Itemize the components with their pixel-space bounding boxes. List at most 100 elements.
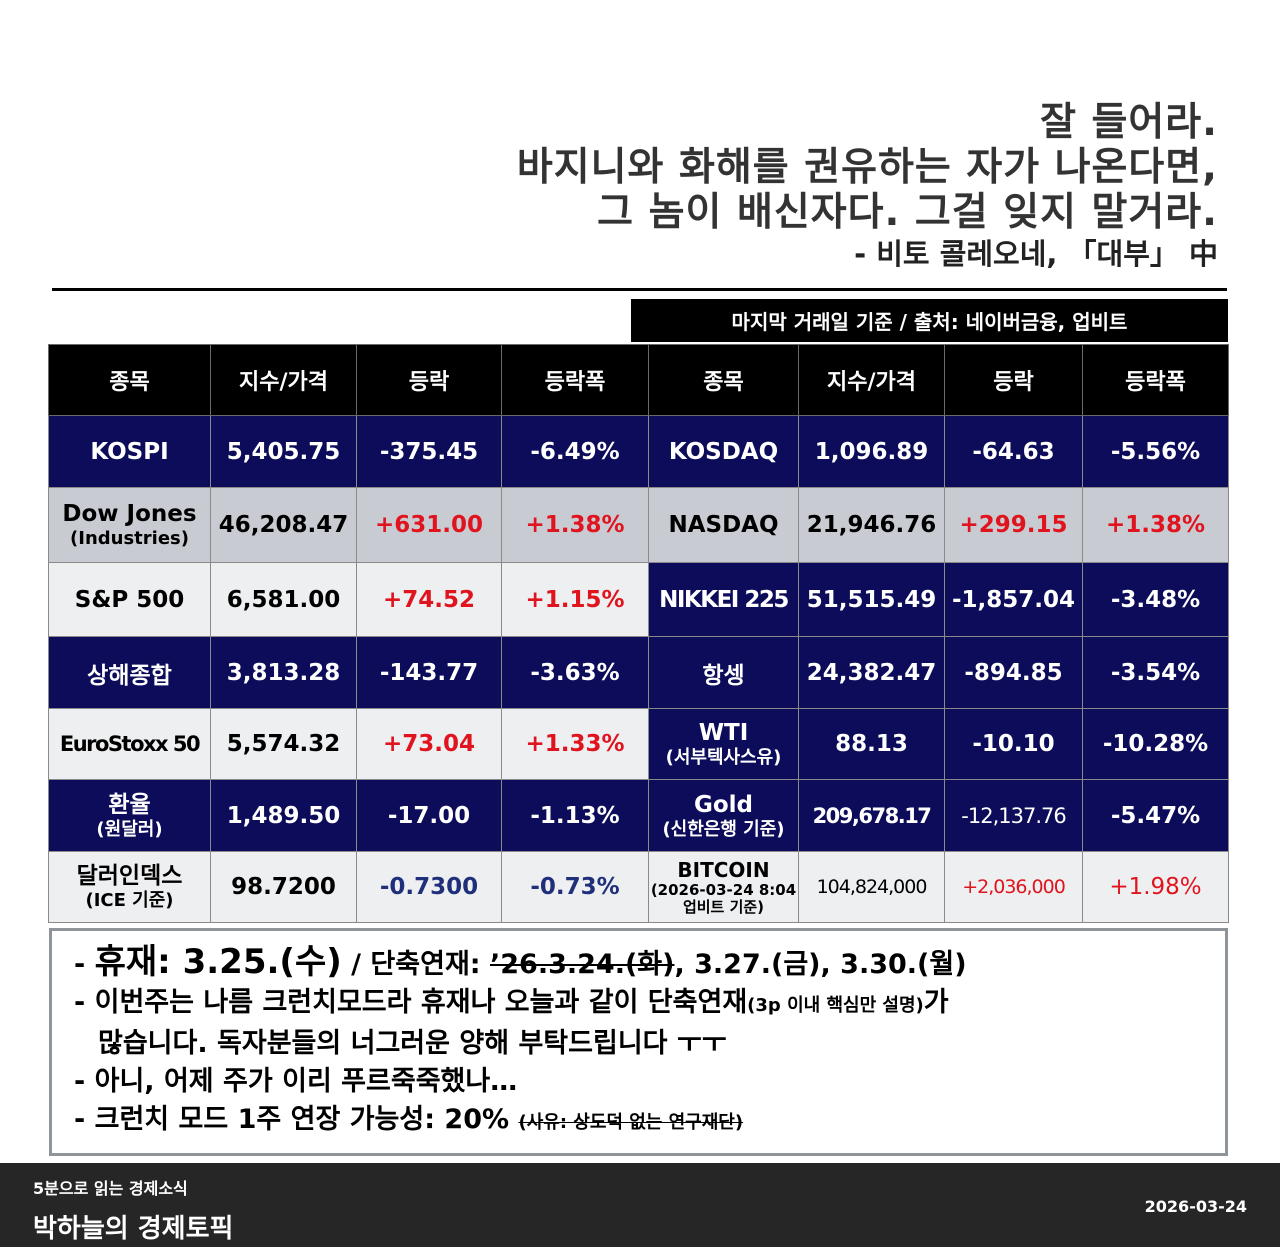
notice-text: 가 [923, 987, 949, 1018]
notice-strike: (사유: 상도덕 없는 연구재단) [518, 1112, 744, 1133]
index-pct: -0.73% [501, 851, 649, 923]
table-header-row: 종목 지수/가격 등락 등락폭 종목 지수/가격 등락 등락폭 [48, 344, 1229, 416]
index-pct: -3.54% [1082, 636, 1229, 709]
header-cell: 종목 [648, 344, 799, 416]
notice-text: - 크런치 모드 1주 연장 가능성: 20% [74, 1104, 519, 1135]
index-change: -10.10 [944, 708, 1083, 780]
index-change: -0.7300 [356, 851, 502, 923]
header-cell: 등락 [944, 344, 1083, 416]
index-change: -143.77 [356, 636, 502, 709]
header-cell: 종목 [48, 344, 211, 416]
index-change: -894.85 [944, 636, 1083, 709]
index-name-cell: 달러인덱스 (ICE 기준) [48, 851, 211, 923]
index-pct: +1.33% [501, 708, 649, 780]
header-cell: 등락폭 [501, 344, 649, 416]
index-pct: -6.49% [501, 415, 649, 488]
header-cell: 등락 [356, 344, 502, 416]
index-name: 상해종합 [48, 636, 211, 709]
index-subname: (원달러) [96, 818, 163, 840]
index-price: 24,382.47 [798, 636, 945, 709]
notice-line: - 아니, 어제 주가 이리 푸르죽죽했나… [74, 1066, 518, 1097]
notice-strike: ’26.3.24.(화) [489, 949, 675, 980]
index-change: +299.15 [944, 487, 1083, 563]
index-price: 6,581.00 [210, 562, 357, 637]
index-price: 51,515.49 [798, 562, 945, 637]
index-change: -12,137.76 [944, 779, 1083, 852]
quote-attribution: - 비토 콜레오네, 「대부」 中 [854, 237, 1218, 271]
divider [52, 288, 1227, 291]
table-row: KOSPI 5,405.75 -375.45 -6.49% KOSDAQ 1,0… [48, 415, 1229, 488]
table-row: Dow Jones (Industries) 46,208.47 +631.00… [48, 487, 1229, 563]
index-subname: (ICE 기준) [85, 890, 174, 911]
index-pct: +1.38% [501, 487, 649, 563]
index-name: NASDAQ [648, 487, 799, 563]
index-price: 21,946.76 [798, 487, 945, 563]
notice-box: - 휴재: 3.25.(수) / 단축연재: ’26.3.24.(화), 3.2… [49, 928, 1228, 1156]
quote-block: 잘 들어라. 바지니와 화해를 권유하는 자가 나온다면, 그 놈이 배신자다.… [517, 100, 1218, 273]
index-change: -64.63 [944, 415, 1083, 488]
index-subname: (2026-03-24 8:04 [650, 881, 797, 899]
index-subname: (Industries) [70, 528, 189, 549]
index-pct: -1.13% [501, 779, 649, 852]
notice-text: - [74, 949, 95, 980]
index-name-cell: Gold (신한은행 기준) [648, 779, 799, 852]
table-row: S&P 500 6,581.00 +74.52 +1.15% NIKKEI 22… [48, 562, 1229, 637]
index-name: Dow Jones [62, 501, 197, 527]
header-cell: 지수/가격 [798, 344, 945, 416]
footer: 5분으로 읽는 경제소식 박하늘의 경제토픽 2026-03-24 [0, 1163, 1280, 1247]
index-subname: (신한은행 기준) [662, 818, 785, 840]
index-pct: -5.56% [1082, 415, 1229, 488]
index-name-cell: 환율 (원달러) [48, 779, 211, 852]
header-cell: 지수/가격 [210, 344, 357, 416]
notice-line: - 휴재: 3.25.(수) / 단축연재: ’26.3.24.(화), 3.2… [74, 943, 1225, 984]
table-row: 상해종합 3,813.28 -143.77 -3.63% 항셍 24,382.4… [48, 636, 1229, 709]
index-subname: (서부텍사스유) [665, 747, 782, 768]
index-price: 104,824,000 [798, 851, 945, 923]
index-pct: +1.98% [1082, 851, 1229, 923]
index-change: +73.04 [356, 708, 502, 780]
index-name: KOSPI [48, 415, 211, 488]
market-table: 종목 지수/가격 등락 등락폭 종목 지수/가격 등락 등락폭 KOSPI 5,… [48, 344, 1229, 923]
index-change: -1,857.04 [944, 562, 1083, 637]
table-row: 환율 (원달러) 1,489.50 -17.00 -1.13% Gold (신한… [48, 779, 1229, 852]
index-change: +74.52 [356, 562, 502, 637]
index-pct: -5.47% [1082, 779, 1229, 852]
index-name: KOSDAQ [648, 415, 799, 488]
quote-line: 그 놈이 배신자다. 그걸 잊지 말거라. [597, 190, 1218, 235]
index-price: 5,405.75 [210, 415, 357, 488]
index-price: 5,574.32 [210, 708, 357, 780]
quote-line: 잘 들어라. [1040, 100, 1218, 145]
notice-text: - 이번주는 나름 크런치모드라 휴재나 오늘과 같이 단축연재 [74, 987, 748, 1018]
index-name: 항셍 [648, 636, 799, 709]
footer-title: 박하늘의 경제토픽 [33, 1214, 234, 1244]
index-change: +2,036,000 [944, 851, 1083, 923]
index-name: 달러인덱스 [76, 863, 183, 889]
index-price: 88.13 [798, 708, 945, 780]
index-price: 46,208.47 [210, 487, 357, 563]
index-name: S&P 500 [48, 562, 211, 637]
index-name: EuroStoxx 50 [48, 708, 211, 780]
index-pct: +1.38% [1082, 487, 1229, 563]
notice-line: - 이번주는 나름 크런치모드라 휴재나 오늘과 같이 단축연재(3p 이내 핵… [74, 984, 1225, 1025]
index-name-cell: WTI (서부텍사스유) [648, 708, 799, 780]
table-row: 달러인덱스 (ICE 기준) 98.7200 -0.7300 -0.73% BI… [48, 851, 1229, 923]
index-name: BITCOIN [677, 858, 770, 882]
index-price: 1,489.50 [210, 779, 357, 852]
table-row: EuroStoxx 50 5,574.32 +73.04 +1.33% WTI … [48, 708, 1229, 780]
notice-small: (3p 이내 핵심만 설명) [747, 995, 924, 1016]
notice-highlight: 휴재: 3.25.(수) [94, 942, 342, 982]
index-price: 98.7200 [210, 851, 357, 923]
index-pct: -10.28% [1082, 708, 1229, 780]
notice-text: , 3.27.(금), 3.30.(월) [674, 949, 967, 980]
index-name: 환율 [108, 791, 151, 818]
index-price: 209,678.17 [798, 779, 945, 852]
index-pct: -3.63% [501, 636, 649, 709]
quote-line: 바지니와 화해를 권유하는 자가 나온다면, [516, 145, 1218, 190]
index-change: +631.00 [356, 487, 502, 563]
index-subname: 업비트 기준) [682, 898, 765, 916]
index-name: NIKKEI 225 [648, 562, 799, 637]
notice-text: / 단축연재: [341, 949, 490, 980]
notice-line: - 크런치 모드 1주 연장 가능성: 20% (사유: 상도덕 없는 연구재단… [74, 1101, 1225, 1142]
footer-date: 2026-03-24 [1144, 1197, 1247, 1216]
index-pct: +1.15% [501, 562, 649, 637]
